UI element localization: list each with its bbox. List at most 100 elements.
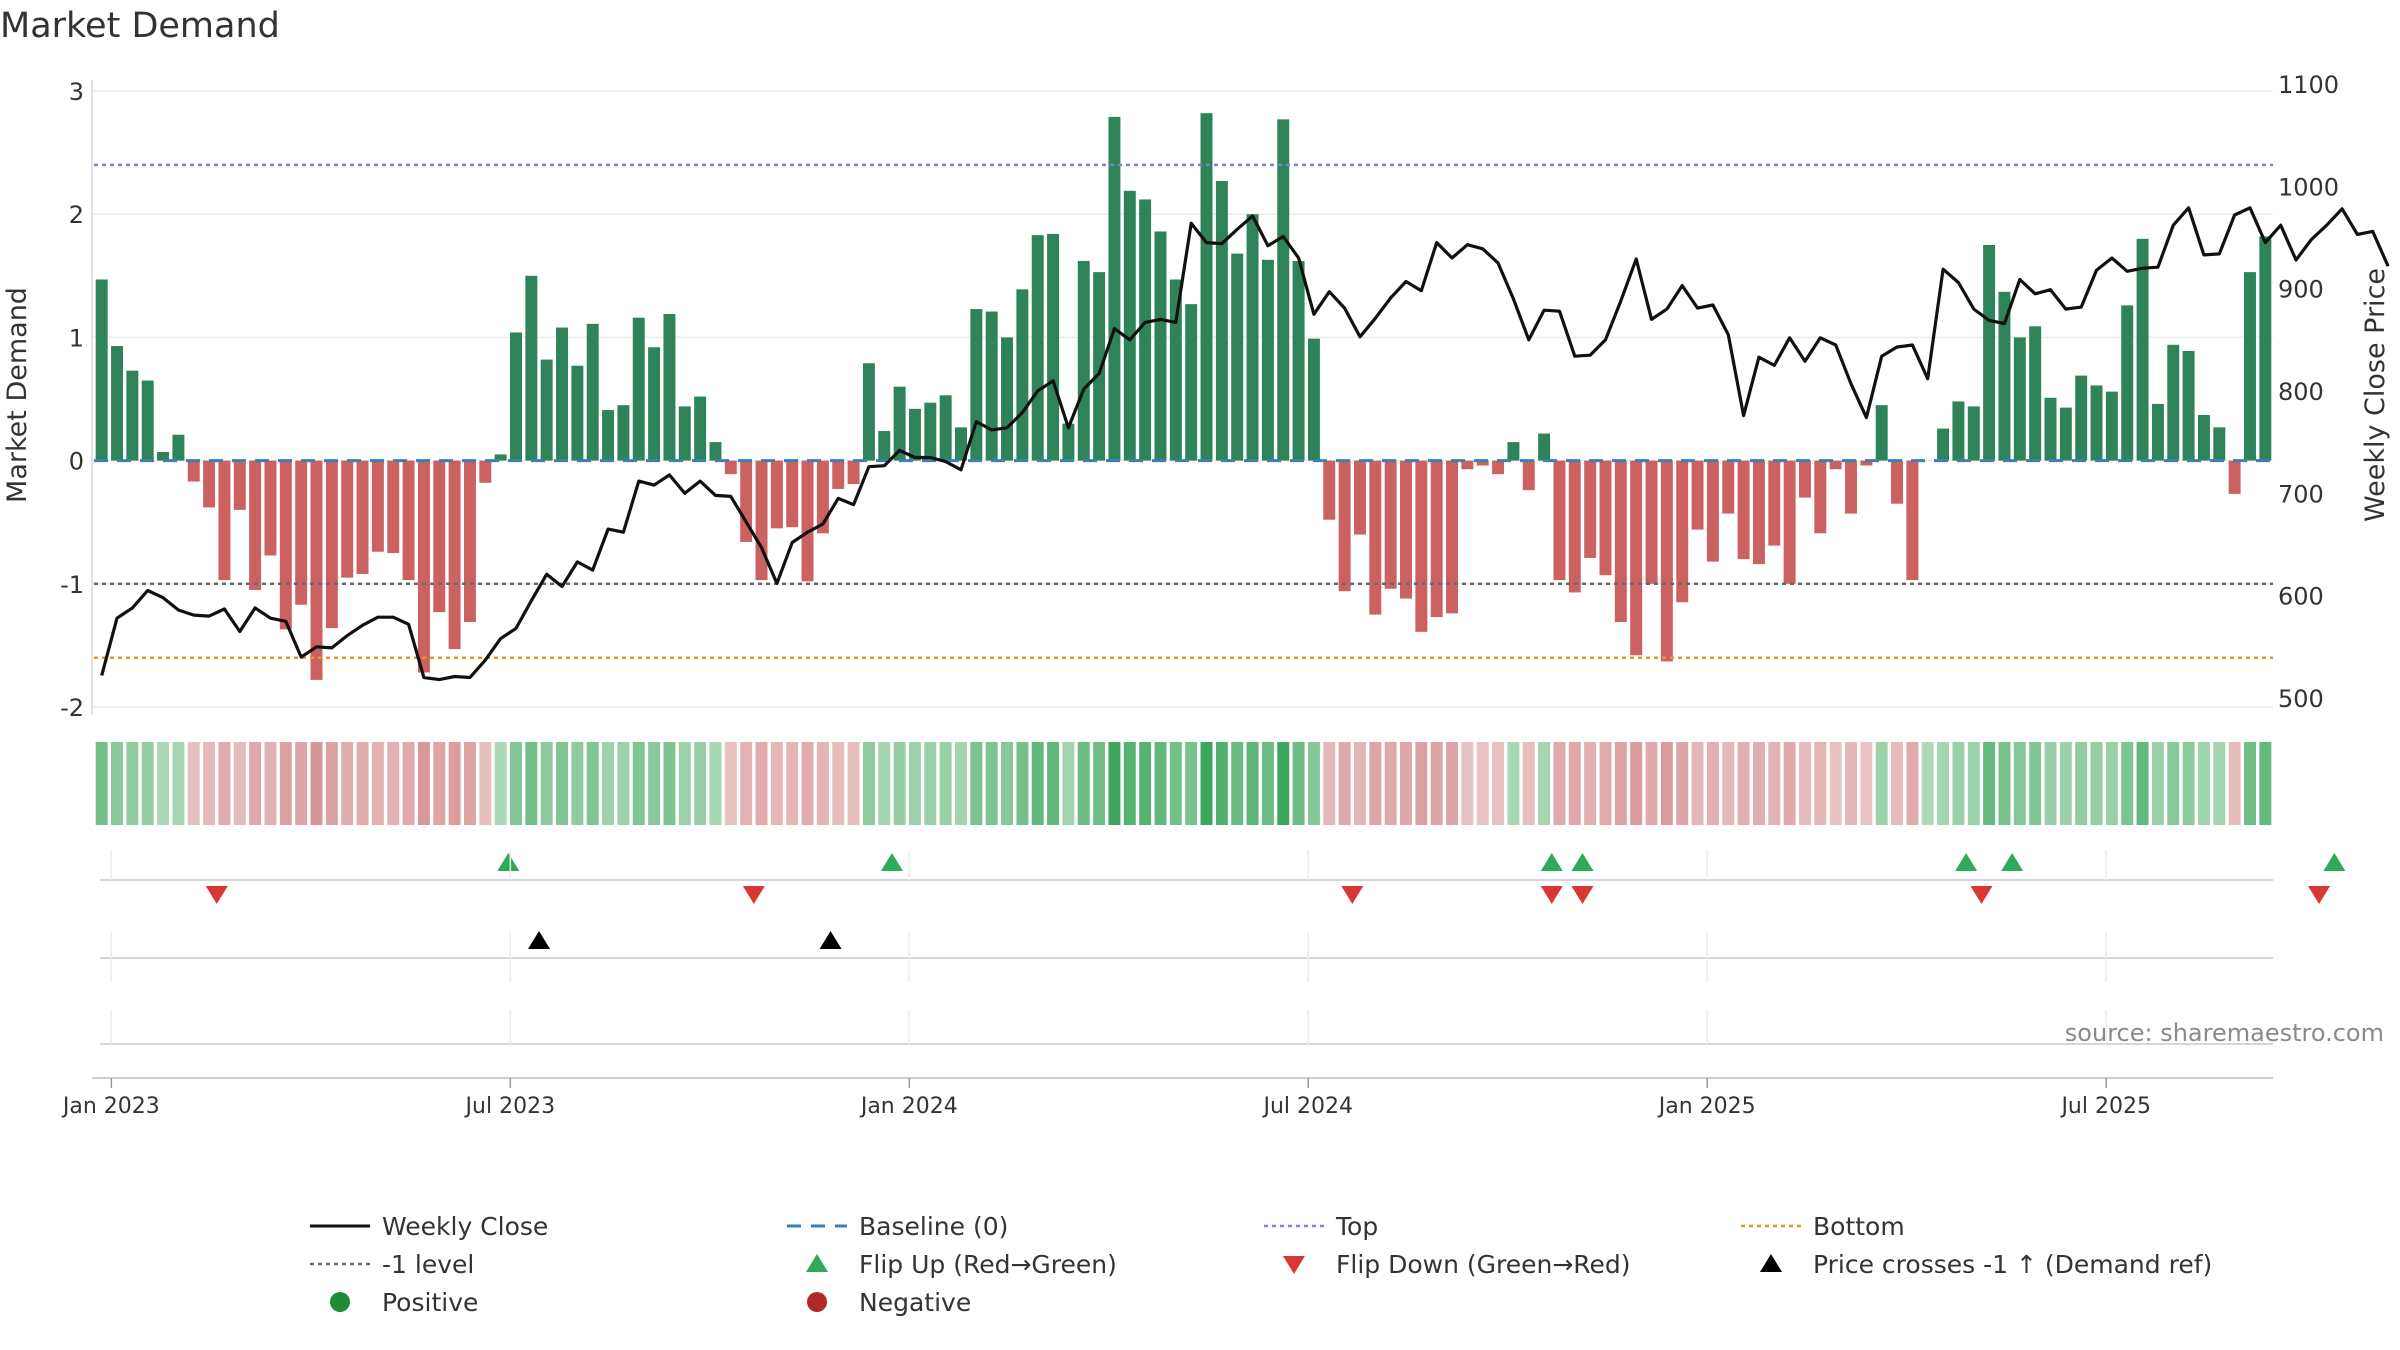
heat-cell [141, 742, 154, 825]
heat-cell [1400, 742, 1412, 825]
heat-cell [955, 742, 967, 825]
demand-bar [2197, 415, 2210, 461]
heat-cell [417, 742, 430, 825]
heat-cell [740, 742, 753, 825]
flip-down-marker [1571, 886, 1594, 904]
demand-bar [371, 460, 384, 552]
heat-cell [2105, 742, 2118, 825]
heat-cell [1998, 742, 2011, 825]
heat-cell [95, 742, 108, 825]
demand-bar [1077, 261, 1090, 461]
heat-cell [878, 742, 891, 825]
flip-down-marker [2308, 886, 2331, 904]
price-cross-marker [528, 931, 551, 949]
demand-bar [2044, 397, 2057, 461]
heat-cell [1538, 742, 1551, 825]
demand-bar [1599, 460, 1612, 576]
heat-cell [970, 742, 983, 825]
demand-bar [203, 460, 216, 508]
heat-cell [985, 742, 998, 825]
demand-bar [1798, 460, 1811, 498]
demand-bar [356, 460, 369, 574]
flip-up-marker [1955, 853, 1978, 871]
heat-cell [1676, 742, 1689, 825]
heat-cell [1921, 742, 1934, 825]
heat-cell [510, 742, 522, 825]
heat-cell [832, 742, 845, 825]
demand-bar [1369, 460, 1382, 615]
y-left-tick-label: 3 [69, 78, 84, 106]
heat-cell [1691, 742, 1704, 825]
demand-bar [126, 370, 139, 461]
flip-up-marker [880, 853, 903, 871]
demand-bar [924, 402, 937, 461]
demand-bar [2105, 391, 2118, 461]
heat-cell [847, 742, 860, 825]
demand-bar [1108, 116, 1121, 461]
flip-down-marker [742, 886, 765, 904]
heat-cell [2197, 742, 2210, 825]
legend-swatch-circle [807, 1292, 827, 1312]
heat-cell [1430, 742, 1443, 825]
heat-cell [1093, 742, 1106, 825]
heat-cell [1553, 742, 1566, 825]
demand-bar [417, 460, 430, 673]
heat-cell [1492, 742, 1505, 825]
heat-cell [1783, 742, 1796, 825]
legend-label: Baseline (0) [859, 1212, 1008, 1241]
heat-cell [279, 742, 292, 825]
heat-cell [218, 742, 231, 825]
price-cross-markers [100, 931, 2273, 959]
demand-bars [95, 113, 2272, 680]
demand-bar [970, 309, 983, 461]
heat-cell [172, 742, 185, 825]
demand-bar [770, 460, 783, 529]
legend: Weekly Close Baseline (0) Top Bottom -1 leve… [310, 1212, 2212, 1317]
legend-label: Flip Down (Green→Red) [1336, 1250, 1631, 1279]
demand-bar [1476, 460, 1489, 466]
demand-bar [1016, 289, 1029, 461]
heat-cell [939, 742, 952, 825]
demand-bar [525, 275, 538, 461]
heat-cell [1277, 742, 1290, 825]
demand-bar [1845, 460, 1857, 514]
demand-bar [1231, 253, 1244, 461]
heat-cell [1031, 742, 1044, 825]
demand-bar [1353, 460, 1366, 535]
heat-cell [816, 742, 829, 825]
demand-bar [755, 460, 768, 581]
demand-bar [1768, 460, 1781, 546]
demand-bar [694, 396, 707, 461]
reference-lines [94, 163, 2273, 659]
demand-bar [1829, 460, 1842, 470]
heat-cell [1169, 742, 1182, 825]
legend-label: Weekly Close [382, 1212, 548, 1241]
flip-markers [100, 853, 2346, 904]
heat-cell [1507, 742, 1520, 825]
heat-cell [1338, 742, 1351, 825]
heat-cell [709, 742, 722, 825]
demand-bar [1860, 460, 1873, 466]
flip-down-marker [205, 886, 228, 904]
demand-bar [2213, 427, 2226, 461]
legend-swatch-tri-up [1760, 1254, 1782, 1272]
heat-cell [1415, 742, 1428, 825]
demand-bar [2121, 305, 2134, 461]
y-right-tick-label: 700 [2278, 480, 2324, 508]
demand-bar [1814, 460, 1827, 534]
demand-bar [816, 460, 829, 534]
heat-cell [1630, 742, 1643, 825]
y-left-tick-label: 0 [69, 448, 84, 476]
legend-triangle-up [806, 1254, 828, 1272]
heat-strip [95, 742, 2272, 825]
x-tick-label: Jan 2025 [1657, 1094, 1756, 1119]
heat-cell [540, 742, 553, 825]
demand-bar [602, 410, 615, 461]
heat-cell [157, 742, 170, 825]
heat-cell [341, 742, 354, 825]
demand-bar [617, 405, 630, 461]
demand-bar [2059, 407, 2072, 461]
demand-bar [939, 395, 952, 461]
demand-bar [2243, 272, 2256, 461]
heat-cell [448, 742, 461, 825]
